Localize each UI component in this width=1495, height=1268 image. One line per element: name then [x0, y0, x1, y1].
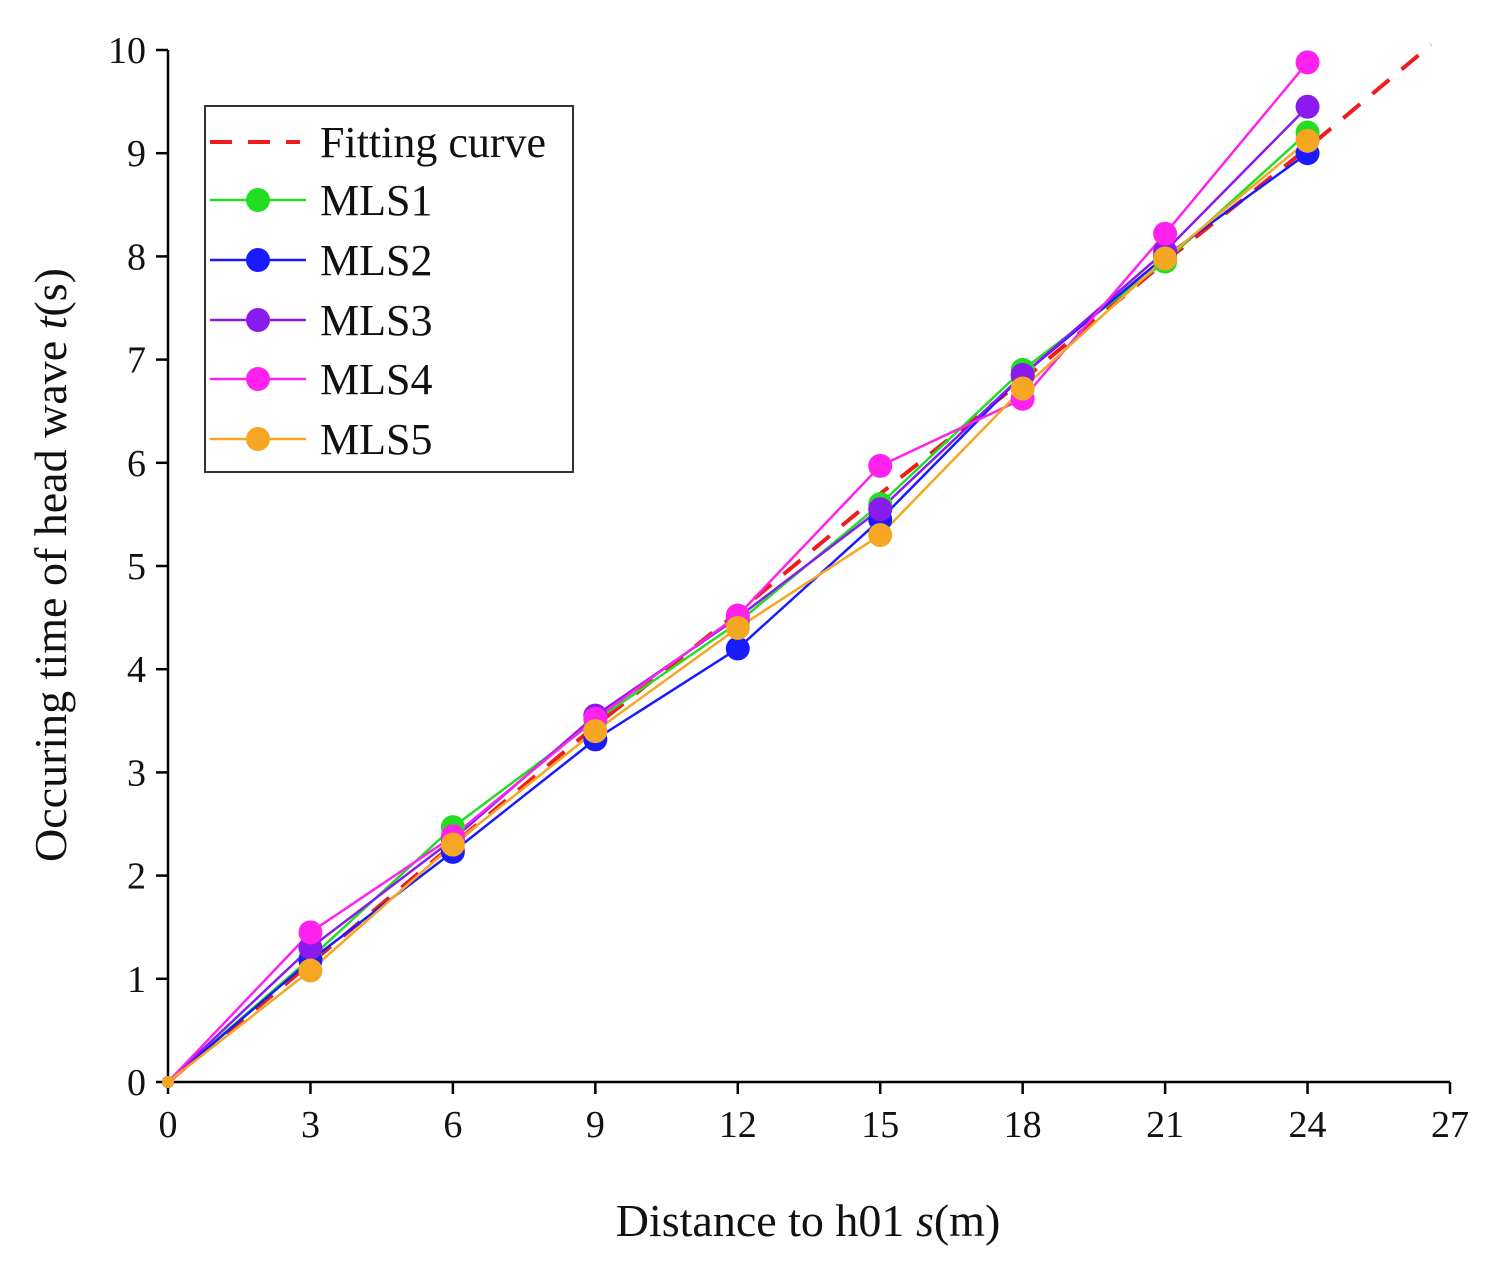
x-tick-label: 15: [861, 1104, 899, 1146]
y-tick-label: 5: [127, 546, 146, 588]
legend-label-mls4: MLS4: [320, 355, 432, 404]
data-point-mls5: [440, 832, 465, 857]
y-tick-label: 7: [127, 340, 146, 382]
y-tick-label: 6: [127, 443, 146, 485]
legend-box: [204, 105, 574, 473]
series-markers-mls5: [162, 128, 1320, 1088]
x-tick-label: 12: [719, 1104, 757, 1146]
y-tick-label: 2: [127, 856, 146, 898]
data-point-mls5: [1010, 376, 1035, 401]
y-axis-title: Occuring time of head wave t(s): [25, 268, 76, 862]
data-point-mls4: [1295, 50, 1320, 75]
data-point-mls5: [868, 523, 893, 548]
legend-label-mls3: MLS3: [320, 296, 432, 345]
legend-label-mls5: MLS5: [320, 415, 432, 464]
data-point-mls3: [1295, 94, 1320, 119]
data-point-mls5: [162, 1076, 174, 1088]
y-tick-label: 0: [127, 1062, 146, 1104]
legend-swatch-mls3-marker: [246, 308, 270, 332]
legend-label-mls2: MLS2: [320, 236, 432, 285]
data-point-mls3: [868, 497, 893, 522]
x-axis-title: Distance to h01 s(m): [616, 1195, 1001, 1246]
data-point-mls4: [298, 920, 323, 945]
x-tick-label: 9: [586, 1104, 605, 1146]
x-tick-label: 21: [1146, 1104, 1184, 1146]
y-tick-label: 9: [127, 133, 146, 175]
y-tick-label: 4: [127, 649, 146, 691]
data-point-mls5: [298, 958, 323, 983]
data-point-mls4: [868, 453, 893, 478]
legend: Fitting curve MLS1 MLS2 MLS3 MLS4 MLS5: [204, 105, 574, 473]
legend-swatch-mls1-marker: [246, 188, 270, 212]
x-tick-label: 18: [1004, 1104, 1042, 1146]
data-point-mls5: [583, 719, 608, 744]
data-point-mls4: [1153, 221, 1178, 246]
x-tick-label: 27: [1431, 1104, 1469, 1146]
legend-swatch-mls2-marker: [246, 248, 270, 272]
data-point-mls2: [725, 636, 750, 661]
legend-label-fitting-curve: Fitting curve: [320, 118, 546, 167]
x-tick-label: 0: [159, 1104, 178, 1146]
data-point-mls5: [1153, 246, 1178, 271]
legend-swatch-mls5-marker: [246, 427, 270, 451]
x-tick-label: 24: [1289, 1104, 1327, 1146]
y-tick-label: 3: [127, 752, 146, 794]
y-tick-label: 1: [127, 959, 146, 1001]
data-point-mls5: [1295, 128, 1320, 153]
x-tick-label: 6: [443, 1104, 462, 1146]
legend-label-mls1: MLS1: [320, 176, 432, 225]
x-tick-label: 3: [301, 1104, 320, 1146]
y-tick-label: 8: [127, 236, 146, 278]
series-layer: [162, 50, 1320, 1088]
legend-swatch-mls4-marker: [246, 367, 270, 391]
y-tick-label: 10: [108, 30, 146, 72]
data-point-mls5: [725, 615, 750, 640]
